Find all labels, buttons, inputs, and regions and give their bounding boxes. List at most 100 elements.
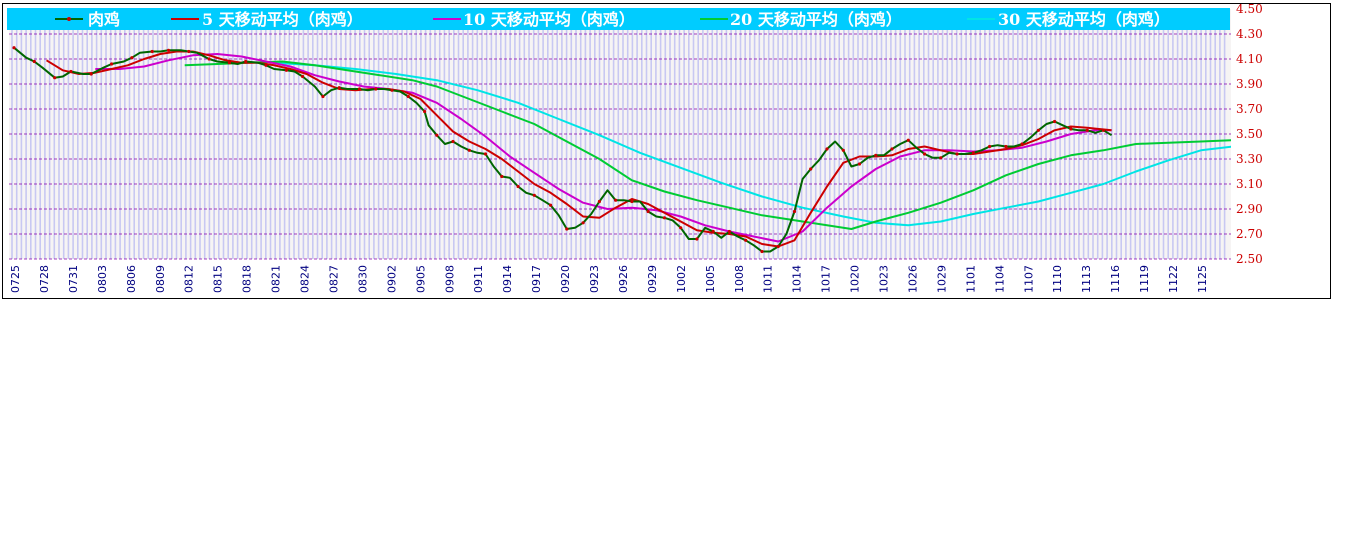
x-tick-label: 1110 (1051, 265, 1064, 293)
data-point (12, 46, 16, 50)
y-tick-label: 3.10 (1236, 177, 1263, 191)
y-tick-label: 4.50 (1236, 4, 1263, 16)
x-tick-label: 1002 (675, 265, 688, 293)
data-point (971, 151, 975, 155)
data-point (532, 193, 536, 197)
data-point (906, 138, 910, 142)
y-tick-label: 4.30 (1236, 27, 1263, 41)
data-point (53, 76, 57, 80)
x-tick-label: 0920 (559, 265, 572, 293)
data-point (597, 199, 602, 204)
data-point (549, 203, 553, 207)
x-tick-label: 1014 (791, 265, 804, 293)
x-tick-label: 0731 (67, 265, 80, 293)
y-tick-label: 3.30 (1236, 152, 1263, 166)
series-line-1 (45, 50, 1112, 248)
y-tick-label: 3.70 (1236, 102, 1263, 116)
data-point (321, 94, 325, 99)
x-tick-label: 1113 (1080, 265, 1093, 293)
data-point (1085, 128, 1089, 132)
y-axis-ticks: 4.50 4.30 4.10 3.90 3.70 3.50 3.30 3.10 2.90 2.70… (1236, 4, 1263, 266)
y-tick-label: 2.50 (1236, 252, 1263, 266)
x-tick-label: 1122 (1167, 265, 1180, 293)
x-tick-label: 0821 (270, 265, 283, 293)
x-tick-label: 0818 (241, 265, 254, 293)
data-point (646, 209, 650, 214)
data-point (809, 167, 813, 171)
data-point (244, 59, 248, 64)
x-tick-label: 1125 (1196, 265, 1209, 293)
data-point (955, 152, 959, 156)
x-tick-label: 0803 (96, 265, 109, 293)
x-tick-label: 1119 (1138, 265, 1151, 293)
x-tick-label: 1023 (878, 265, 891, 293)
data-point (662, 216, 667, 220)
data-point (187, 49, 191, 54)
data-point (264, 63, 268, 67)
data-point (1101, 128, 1105, 132)
x-tick-label: 1017 (820, 265, 833, 293)
x-tick-label: 1101 (964, 265, 977, 293)
data-point (1036, 128, 1040, 132)
data-point (923, 152, 927, 156)
data-point (110, 62, 114, 66)
data-point (423, 109, 427, 114)
data-point (451, 139, 455, 144)
series-line-3 (184, 60, 1231, 230)
x-tick-label: 1005 (704, 265, 717, 293)
data-point (988, 144, 992, 149)
data-point (301, 74, 305, 79)
data-point (284, 68, 288, 72)
series-line-4 (274, 61, 1231, 227)
legend-background (7, 8, 1230, 30)
data-point (483, 152, 488, 156)
y-tick-label: 3.90 (1236, 77, 1263, 91)
data-point (69, 69, 73, 74)
data-point (435, 133, 439, 137)
y-tick-label: 3.50 (1236, 127, 1263, 141)
data-point (516, 184, 520, 189)
series-line-2 (95, 53, 1112, 243)
x-tick-label: 1011 (762, 265, 775, 293)
data-point (825, 147, 829, 151)
legend-label: 5 天移动平均（肉鸡） (202, 10, 363, 29)
legend: 肉鸡 5 天移动平均（肉鸡） 10 天移动平均（肉鸡） 20 天移动平均（肉鸡） 30 … (7, 8, 1230, 30)
x-tick-label: 0812 (183, 265, 196, 293)
data-point (130, 56, 134, 60)
data-point (390, 88, 394, 92)
x-tick-label: 1020 (849, 265, 862, 293)
x-tick-label: 1116 (1109, 265, 1122, 293)
data-point (1069, 127, 1073, 131)
x-tick-label: 0905 (414, 265, 427, 293)
data-point (337, 86, 341, 90)
x-tick-label: 0827 (327, 265, 340, 293)
x-tick-label: 0917 (530, 265, 543, 293)
x-tick-label: 0809 (154, 265, 167, 293)
data-point (581, 221, 585, 225)
data-point (32, 59, 36, 64)
x-tick-label: 0908 (443, 265, 456, 293)
y-tick-label: 4.10 (1236, 52, 1263, 66)
series-lines (12, 46, 1231, 254)
data-point (760, 249, 764, 254)
x-tick-label: 1104 (993, 265, 1006, 293)
data-point (1004, 144, 1008, 149)
y-tick-label: 2.90 (1236, 202, 1263, 216)
data-point (695, 237, 699, 241)
x-tick-label: 0929 (646, 265, 659, 293)
series-line-0 (13, 46, 1113, 253)
data-point (744, 238, 748, 242)
data-point (841, 148, 845, 152)
data-point (727, 229, 732, 234)
y-tick-label: 2.70 (1236, 227, 1263, 241)
data-point (614, 198, 618, 202)
data-point (874, 153, 878, 157)
data-point (500, 174, 504, 179)
legend-marker (67, 17, 71, 21)
data-point (630, 199, 634, 204)
x-axis-ticks: 0725 0728 0731 0803 0806 0809 0812 0815 0818 0821… (9, 265, 1209, 293)
data-point (406, 94, 410, 99)
x-tick-label: 0923 (588, 265, 601, 293)
line-chart: 肉鸡 5 天移动平均（肉鸡） 10 天移动平均（肉鸡） 20 天移动平均（肉鸡） 30 … (7, 4, 1263, 293)
data-point (711, 229, 715, 234)
